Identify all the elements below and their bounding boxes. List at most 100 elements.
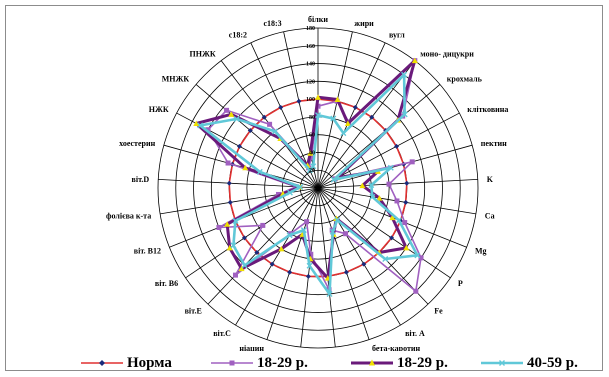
data-point xyxy=(261,114,267,120)
legend-item: 40-59 р. xyxy=(481,354,578,372)
category-label: бета-каротин xyxy=(372,344,421,351)
data-point xyxy=(308,155,314,161)
data-point xyxy=(286,189,293,196)
data-point xyxy=(254,250,260,256)
grid-spoke xyxy=(317,187,401,326)
data-point xyxy=(238,265,245,272)
data-point xyxy=(300,227,307,234)
category-label: жири xyxy=(354,19,374,28)
series-line xyxy=(198,73,419,296)
legend-label: 18-29 р. xyxy=(257,354,308,371)
category-label: віт. B12 xyxy=(134,247,161,256)
data-point xyxy=(224,221,231,227)
data-point xyxy=(241,235,247,241)
legend-swatch xyxy=(81,360,123,366)
data-point xyxy=(413,288,419,294)
category-label: віт.D xyxy=(132,175,150,184)
legend-swatch xyxy=(211,360,253,366)
tick-label: 180 xyxy=(306,26,315,32)
data-point xyxy=(197,122,204,129)
data-point xyxy=(394,198,400,204)
category-label: МНЖК xyxy=(162,75,190,84)
data-point xyxy=(369,114,375,120)
radar-chart: білки жири вугл моно- дицукри крохмаль клітко… xyxy=(106,15,508,351)
data-point xyxy=(304,219,310,225)
data-point xyxy=(334,96,341,102)
radar-series xyxy=(193,57,424,298)
grid-spoke xyxy=(317,187,336,348)
grid-spoke xyxy=(317,31,353,189)
category-label: K xyxy=(487,175,494,184)
legend-label: 18-29 р. xyxy=(397,354,448,371)
legend: Норма 18-29 р. 18-29 р. 40-59 р. xyxy=(6,354,604,372)
data-point xyxy=(389,214,396,221)
legend-swatch xyxy=(481,360,523,366)
data-point xyxy=(271,128,278,135)
data-point xyxy=(226,180,232,186)
data-point xyxy=(414,252,421,259)
grid-spoke xyxy=(160,187,319,215)
data-point xyxy=(330,115,337,122)
category-label: пектин xyxy=(481,139,507,148)
data-point xyxy=(228,111,235,117)
data-point xyxy=(247,127,253,133)
data-point xyxy=(256,168,263,175)
legend-label: Норма xyxy=(127,354,172,371)
data-point xyxy=(401,71,408,78)
category-label: віт.E xyxy=(185,307,202,316)
tick-label: 140 xyxy=(306,62,315,68)
category-label: моно- дицукри xyxy=(420,50,474,59)
data-point xyxy=(386,181,392,187)
legend-label: 40-59 р. xyxy=(527,354,578,371)
data-point xyxy=(395,217,402,224)
grid-spoke xyxy=(235,187,319,326)
series-4 xyxy=(197,71,421,298)
data-point xyxy=(352,104,358,110)
category-label: Ca xyxy=(485,211,495,220)
data-point xyxy=(306,262,313,269)
data-point xyxy=(276,191,282,197)
data-point xyxy=(305,273,311,279)
category-label: фолієва к-та xyxy=(106,211,151,220)
data-point xyxy=(233,115,240,122)
data-point xyxy=(343,269,349,275)
data-point xyxy=(226,244,233,251)
category-label: вугл xyxy=(389,31,405,40)
category-label: c18:3 xyxy=(263,19,281,28)
grid-spoke xyxy=(266,187,319,340)
category-label: крохмаль xyxy=(447,75,483,84)
grid-spoke xyxy=(317,144,473,189)
data-point xyxy=(389,235,395,241)
tick-label: 100 xyxy=(306,97,315,103)
legend-item: Норма xyxy=(81,354,172,372)
category-label: віт.C xyxy=(213,329,231,338)
data-point xyxy=(193,120,200,126)
legend-item: 18-29 р. xyxy=(211,354,308,372)
data-point xyxy=(376,195,383,201)
data-point xyxy=(387,164,394,171)
data-point xyxy=(404,180,410,186)
tick-label: 60 xyxy=(309,133,315,139)
data-point xyxy=(329,228,336,235)
data-point xyxy=(315,112,321,119)
category-label: клітковина xyxy=(467,105,508,114)
category-label: ніацин xyxy=(239,344,264,351)
data-point xyxy=(242,164,249,171)
data-point xyxy=(340,130,347,137)
grid-spoke xyxy=(185,187,319,279)
data-point xyxy=(401,111,408,118)
data-point xyxy=(382,255,389,262)
chart-frame: білки жири вугл моно- дицукри крохмаль клітко… xyxy=(5,5,603,371)
data-point xyxy=(403,244,410,251)
category-label: Mg xyxy=(475,247,487,256)
data-point xyxy=(342,231,348,237)
data-point xyxy=(402,220,408,226)
tick-label: 160 xyxy=(306,44,315,50)
grid-spoke xyxy=(163,144,319,189)
data-point xyxy=(310,163,317,170)
data-point xyxy=(296,98,302,104)
data-point xyxy=(267,121,273,127)
data-point xyxy=(359,182,366,189)
category-label: P xyxy=(458,279,463,288)
data-point xyxy=(287,269,293,275)
